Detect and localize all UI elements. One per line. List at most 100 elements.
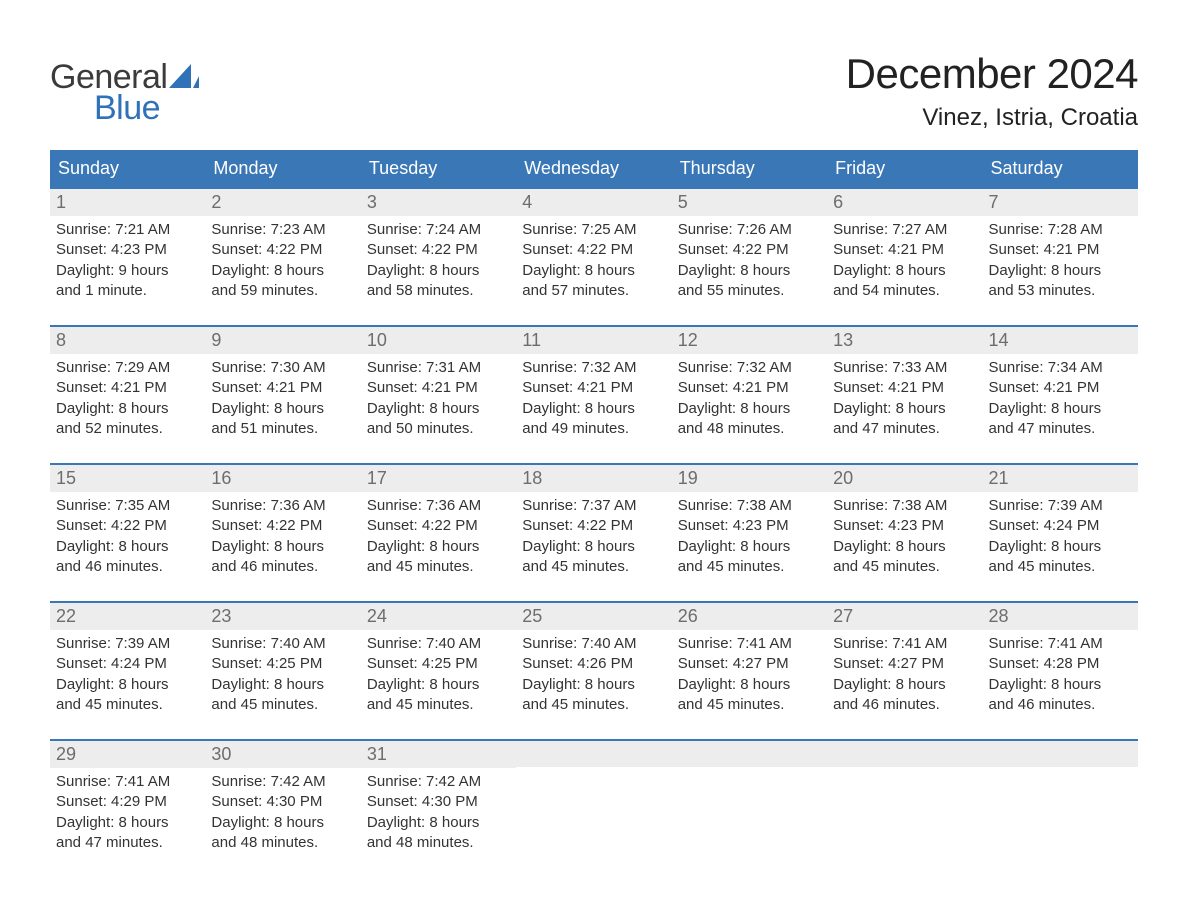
- daynum-row: 22: [50, 603, 205, 630]
- day-number: 10: [367, 330, 387, 350]
- daylight-line-1: Daylight: 8 hours: [678, 537, 821, 557]
- daynum-row: 12: [672, 327, 827, 354]
- daynum-row: [983, 741, 1138, 767]
- sail-icon: [169, 64, 199, 93]
- day-number: 1: [56, 192, 66, 212]
- day-body: Sunrise: 7:40 AMSunset: 4:25 PMDaylight:…: [205, 630, 360, 715]
- week-row: 29 Sunrise: 7:41 AMSunset: 4:29 PMDayligh…: [50, 739, 1138, 859]
- daylight-line-2: and 1 minute.: [56, 281, 199, 301]
- daynum-row: 2: [205, 189, 360, 216]
- week-row: 1 Sunrise: 7:21 AMSunset: 4:23 PMDaylight…: [50, 187, 1138, 307]
- daynum-row: 30: [205, 741, 360, 768]
- day-body: Sunrise: 7:37 AMSunset: 4:22 PMDaylight:…: [516, 492, 671, 577]
- day-cell: 10Sunrise: 7:31 AMSunset: 4:21 PMDayligh…: [361, 327, 516, 445]
- sunset-line: Sunset: 4:22 PM: [211, 240, 354, 260]
- daylight-line-2: and 45 minutes.: [211, 695, 354, 715]
- daylight-line-2: and 46 minutes.: [833, 695, 976, 715]
- day-body: Sunrise: 7:38 AMSunset: 4:23 PMDaylight:…: [672, 492, 827, 577]
- daylight-line-2: and 45 minutes.: [367, 557, 510, 577]
- day-body: Sunrise: 7:41 AMSunset: 4:29 PMDaylight:…: [50, 768, 205, 853]
- day-number: 17: [367, 468, 387, 488]
- daylight-line-1: Daylight: 8 hours: [211, 399, 354, 419]
- day-cell: 23Sunrise: 7:40 AMSunset: 4:25 PMDayligh…: [205, 603, 360, 721]
- daynum-row: 14: [983, 327, 1138, 354]
- day-number: 31: [367, 744, 387, 764]
- daylight-line-2: and 45 minutes.: [678, 695, 821, 715]
- sunrise-line: Sunrise: 7:34 AM: [989, 358, 1132, 378]
- sunrise-line: Sunrise: 7:38 AM: [833, 496, 976, 516]
- daynum-row: 16: [205, 465, 360, 492]
- day-number: 7: [989, 192, 999, 212]
- day-body: Sunrise: 7:21 AMSunset: 4:23 PMDaylight:…: [50, 216, 205, 301]
- day-number: 9: [211, 330, 221, 350]
- day-cell: 1 Sunrise: 7:21 AMSunset: 4:23 PMDaylight…: [50, 189, 205, 307]
- day-number: 25: [522, 606, 542, 626]
- sunrise-line: Sunrise: 7:26 AM: [678, 220, 821, 240]
- daynum-row: [516, 741, 671, 767]
- weeks-container: 1 Sunrise: 7:21 AMSunset: 4:23 PMDaylight…: [50, 187, 1138, 859]
- day-body: Sunrise: 7:24 AMSunset: 4:22 PMDaylight:…: [361, 216, 516, 301]
- daynum-row: 23: [205, 603, 360, 630]
- daynum-row: 17: [361, 465, 516, 492]
- daynum-row: [672, 741, 827, 767]
- day-number: 15: [56, 468, 76, 488]
- day-number: 24: [367, 606, 387, 626]
- sunrise-line: Sunrise: 7:32 AM: [678, 358, 821, 378]
- sunrise-line: Sunrise: 7:36 AM: [211, 496, 354, 516]
- daynum-row: 7: [983, 189, 1138, 216]
- day-body: Sunrise: 7:29 AMSunset: 4:21 PMDaylight:…: [50, 354, 205, 439]
- daynum-row: 13: [827, 327, 982, 354]
- sunset-line: Sunset: 4:23 PM: [678, 516, 821, 536]
- sunset-line: Sunset: 4:28 PM: [989, 654, 1132, 674]
- day-body: Sunrise: 7:38 AMSunset: 4:23 PMDaylight:…: [827, 492, 982, 577]
- sunset-line: Sunset: 4:21 PM: [367, 378, 510, 398]
- daylight-line-1: Daylight: 8 hours: [678, 261, 821, 281]
- daynum-row: 29: [50, 741, 205, 768]
- daylight-line-2: and 57 minutes.: [522, 281, 665, 301]
- daylight-line-2: and 47 minutes.: [833, 419, 976, 439]
- daylight-line-2: and 48 minutes.: [678, 419, 821, 439]
- day-cell: 15Sunrise: 7:35 AMSunset: 4:22 PMDayligh…: [50, 465, 205, 583]
- week-row: 15Sunrise: 7:35 AMSunset: 4:22 PMDayligh…: [50, 463, 1138, 583]
- day-number: 26: [678, 606, 698, 626]
- day-number: 29: [56, 744, 76, 764]
- day-number: 28: [989, 606, 1009, 626]
- sunset-line: Sunset: 4:25 PM: [367, 654, 510, 674]
- day-body: Sunrise: 7:39 AMSunset: 4:24 PMDaylight:…: [50, 630, 205, 715]
- daynum-row: 6: [827, 189, 982, 216]
- sunrise-line: Sunrise: 7:38 AM: [678, 496, 821, 516]
- daylight-line-1: Daylight: 9 hours: [56, 261, 199, 281]
- daynum-row: 20: [827, 465, 982, 492]
- day-number: 21: [989, 468, 1009, 488]
- daynum-row: 28: [983, 603, 1138, 630]
- sunrise-line: Sunrise: 7:25 AM: [522, 220, 665, 240]
- sunrise-line: Sunrise: 7:40 AM: [522, 634, 665, 654]
- daylight-line-2: and 47 minutes.: [56, 833, 199, 853]
- daylight-line-1: Daylight: 8 hours: [367, 261, 510, 281]
- weekday-wednesday: Wednesday: [516, 150, 671, 187]
- daylight-line-1: Daylight: 8 hours: [56, 537, 199, 557]
- day-cell: 13Sunrise: 7:33 AMSunset: 4:21 PMDayligh…: [827, 327, 982, 445]
- day-cell: 4Sunrise: 7:25 AMSunset: 4:22 PMDaylight…: [516, 189, 671, 307]
- day-number: 27: [833, 606, 853, 626]
- daylight-line-2: and 47 minutes.: [989, 419, 1132, 439]
- daylight-line-2: and 48 minutes.: [367, 833, 510, 853]
- sunrise-line: Sunrise: 7:37 AM: [522, 496, 665, 516]
- daylight-line-2: and 54 minutes.: [833, 281, 976, 301]
- day-cell: 9Sunrise: 7:30 AMSunset: 4:21 PMDaylight…: [205, 327, 360, 445]
- daylight-line-1: Daylight: 8 hours: [989, 399, 1132, 419]
- day-body: Sunrise: 7:34 AMSunset: 4:21 PMDaylight:…: [983, 354, 1138, 439]
- daynum-row: 24: [361, 603, 516, 630]
- day-body: Sunrise: 7:26 AMSunset: 4:22 PMDaylight:…: [672, 216, 827, 301]
- day-number: 20: [833, 468, 853, 488]
- daylight-line-2: and 46 minutes.: [989, 695, 1132, 715]
- daynum-row: 26: [672, 603, 827, 630]
- daynum-row: 19: [672, 465, 827, 492]
- sunrise-line: Sunrise: 7:32 AM: [522, 358, 665, 378]
- weekday-saturday: Saturday: [983, 150, 1138, 187]
- daylight-line-2: and 58 minutes.: [367, 281, 510, 301]
- daylight-line-2: and 52 minutes.: [56, 419, 199, 439]
- day-cell: 14Sunrise: 7:34 AMSunset: 4:21 PMDayligh…: [983, 327, 1138, 445]
- day-body: [827, 767, 982, 771]
- day-cell: 8Sunrise: 7:29 AMSunset: 4:21 PMDaylight…: [50, 327, 205, 445]
